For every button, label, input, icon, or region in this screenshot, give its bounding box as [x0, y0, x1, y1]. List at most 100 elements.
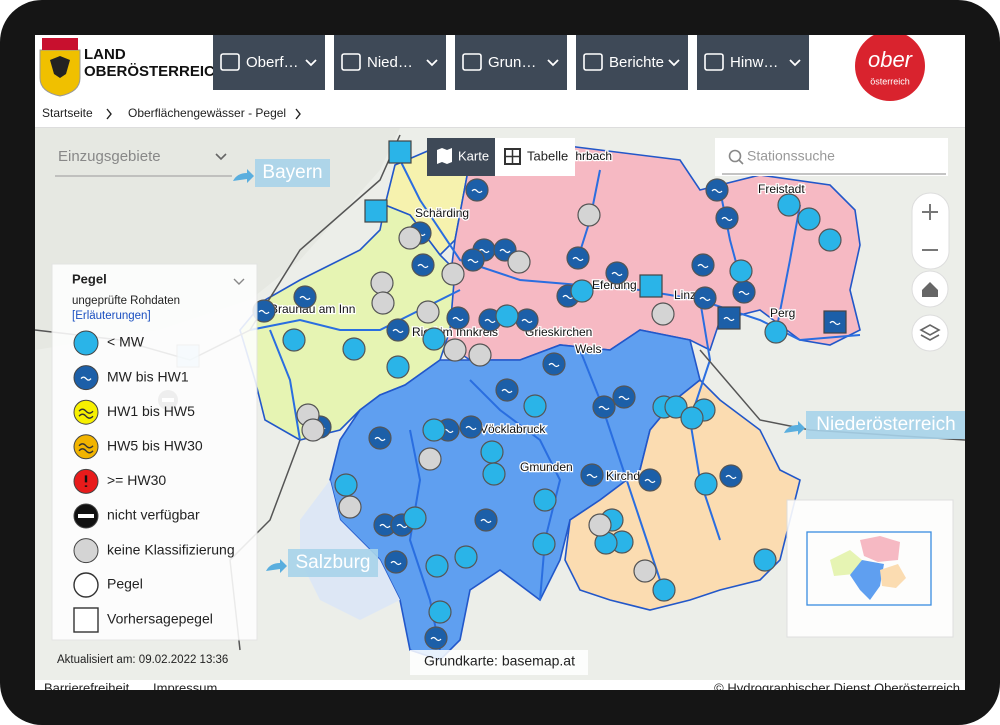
breadcrumb-item[interactable]: Oberflächengewässer - Pegel — [128, 106, 286, 120]
station-marker[interactable] — [465, 178, 489, 202]
view-toggle-label[interactable]: Karte — [458, 148, 489, 163]
station-marker[interactable] — [566, 246, 590, 270]
station-marker[interactable] — [454, 545, 478, 569]
station-marker[interactable] — [474, 508, 498, 532]
station-marker[interactable] — [515, 308, 539, 332]
station-marker[interactable] — [580, 463, 604, 487]
station-marker[interactable] — [301, 418, 325, 442]
station-marker[interactable] — [441, 262, 465, 286]
nav-label[interactable]: Hinw… — [730, 54, 778, 71]
nav-label[interactable]: Oberf… — [246, 54, 299, 71]
station-marker[interactable] — [753, 548, 777, 572]
station-marker[interactable] — [334, 473, 358, 497]
station-marker[interactable] — [425, 554, 449, 578]
nav-button[interactable] — [455, 35, 567, 90]
station-marker[interactable] — [588, 513, 612, 537]
station-marker[interactable] — [424, 626, 448, 650]
station-marker[interactable] — [577, 203, 601, 227]
station-marker[interactable] — [542, 352, 566, 376]
station-marker[interactable] — [694, 472, 718, 496]
catchment-select[interactable]: Einzugsgebiete — [58, 148, 161, 165]
station-marker[interactable] — [797, 207, 821, 231]
station-marker[interactable] — [461, 248, 485, 272]
station-marker[interactable] — [370, 271, 394, 295]
station-marker[interactable] — [633, 559, 657, 583]
forecast-station[interactable] — [364, 199, 388, 223]
nav-button[interactable] — [576, 35, 688, 90]
station-marker[interactable] — [443, 338, 467, 362]
station-marker[interactable] — [428, 600, 452, 624]
station-marker[interactable] — [570, 279, 594, 303]
river — [775, 204, 801, 333]
breadcrumb-item[interactable]: Startseite — [42, 106, 93, 120]
station-marker[interactable] — [342, 337, 366, 361]
station-marker[interactable] — [422, 418, 446, 442]
nav-label[interactable]: Berichte — [609, 54, 664, 71]
station-marker[interactable] — [416, 300, 440, 324]
forecast-station[interactable] — [823, 310, 847, 334]
search-box[interactable] — [715, 138, 948, 176]
layers-button[interactable] — [911, 314, 949, 352]
station-marker[interactable] — [732, 280, 756, 304]
station-marker[interactable] — [371, 291, 395, 315]
station-marker[interactable] — [693, 286, 717, 310]
footer-link[interactable]: Barrierefreiheit — [44, 680, 130, 695]
footer-link[interactable]: Impressum — [153, 680, 217, 695]
station-marker[interactable] — [459, 415, 483, 439]
station-marker[interactable] — [652, 578, 676, 602]
station-marker[interactable] — [495, 378, 519, 402]
station-marker[interactable] — [384, 550, 408, 574]
wave-icon — [562, 294, 574, 300]
station-marker[interactable] — [592, 395, 616, 419]
station-marker[interactable] — [411, 253, 435, 277]
nav-button[interactable] — [213, 35, 325, 90]
station-marker[interactable] — [386, 355, 410, 379]
station-marker[interactable] — [680, 406, 704, 430]
station-marker[interactable] — [612, 385, 636, 409]
station-marker[interactable] — [523, 394, 547, 418]
station-marker[interactable] — [691, 253, 715, 277]
station-marker[interactable] — [605, 261, 629, 285]
station-marker[interactable] — [480, 440, 504, 464]
station-marker[interactable] — [482, 462, 506, 486]
brand-line[interactable]: OBERÖSTERREICH — [84, 63, 226, 80]
station-marker[interactable] — [664, 395, 688, 419]
station-marker[interactable] — [338, 495, 362, 519]
station-marker[interactable] — [282, 328, 306, 352]
station-marker[interactable] — [386, 318, 410, 342]
forecast-station[interactable] — [717, 306, 741, 330]
update-time: Aktualisiert am: 09.02.2022 13:36 — [57, 654, 228, 666]
station-marker[interactable] — [403, 506, 427, 530]
nav-label[interactable]: Nied… — [367, 54, 413, 71]
brand-line[interactable]: LAND — [84, 46, 126, 63]
station-marker[interactable] — [418, 447, 442, 471]
nav-button[interactable] — [334, 35, 446, 90]
station-marker[interactable] — [719, 464, 743, 488]
search-placeholder[interactable]: Stationssuche — [747, 148, 835, 164]
station-marker[interactable] — [368, 426, 392, 450]
station-marker[interactable] — [495, 304, 519, 328]
station-marker[interactable] — [818, 228, 842, 252]
station-marker[interactable] — [532, 532, 556, 556]
station-marker[interactable] — [764, 320, 788, 344]
station-marker[interactable] — [651, 302, 675, 326]
station-marker[interactable] — [533, 488, 557, 512]
station-marker[interactable] — [705, 178, 729, 202]
nav-label[interactable]: Grun… — [488, 54, 536, 71]
station-marker[interactable] — [468, 343, 492, 367]
forecast-station[interactable] — [388, 140, 412, 164]
station-marker[interactable] — [293, 285, 317, 309]
view-toggle-label[interactable]: Tabelle — [527, 148, 568, 163]
station-marker[interactable] — [777, 193, 801, 217]
station-marker[interactable] — [638, 468, 662, 492]
nav-button[interactable] — [697, 35, 809, 90]
station-marker[interactable] — [729, 259, 753, 283]
station-marker[interactable] — [422, 327, 446, 351]
station-marker[interactable] — [398, 226, 422, 250]
station-marker[interactable] — [507, 250, 531, 274]
station-marker[interactable] — [715, 206, 739, 230]
legend-link[interactable]: [Erläuterungen] — [72, 310, 151, 322]
station-marker[interactable] — [446, 306, 470, 330]
zoom-in[interactable] — [922, 204, 938, 220]
forecast-station[interactable] — [639, 274, 663, 298]
